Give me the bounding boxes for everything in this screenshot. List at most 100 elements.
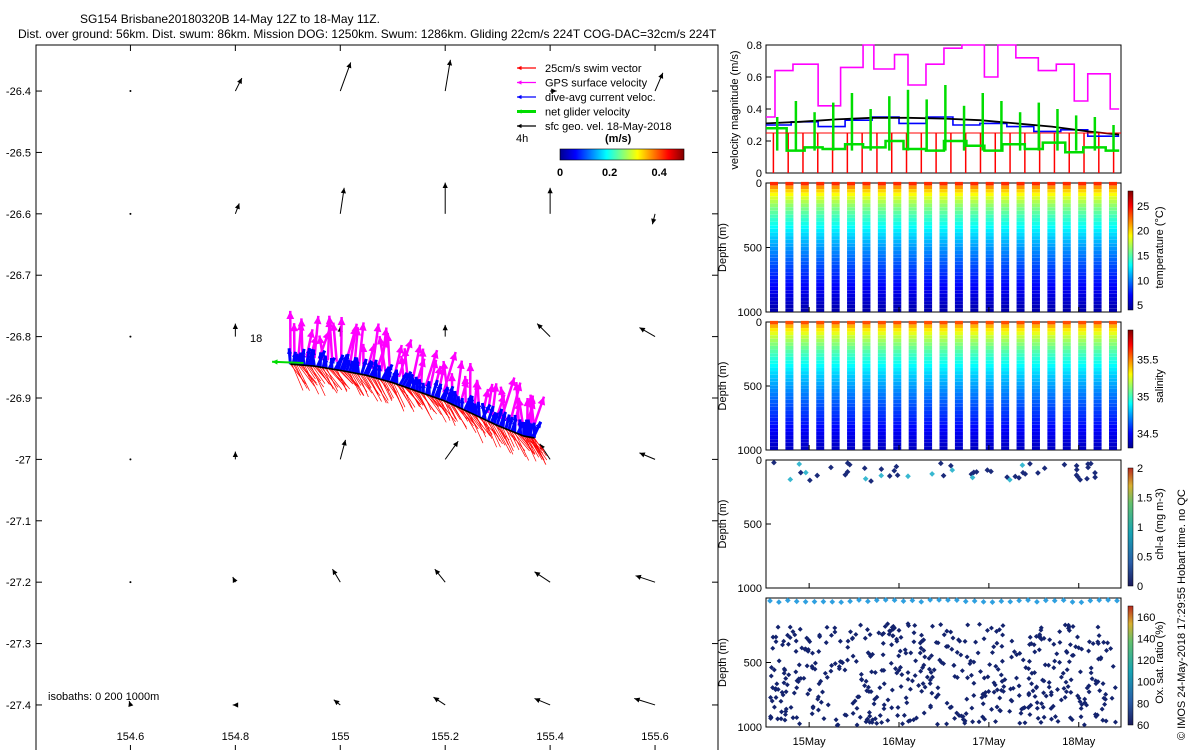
geostrophic-arrow [339,187,346,214]
sample-mark [967,661,973,667]
geostrophic-arrow [534,571,551,583]
sample-mark [912,673,918,679]
sample-mark [1051,641,1057,647]
legend-label: 25cm/s swim vector [545,63,642,75]
vector-head [517,80,522,85]
vector-head [634,697,641,703]
sample-mark [1096,656,1101,662]
sample-mark [935,640,941,646]
sample-mark [935,685,941,691]
y-tick-label: 1000 [738,307,762,319]
sample-mark [866,710,872,716]
section-ylabel: Depth (m) [717,638,729,687]
vector-head [323,357,329,363]
sample-mark [998,687,1004,693]
vector-head [338,354,344,361]
temperature-section: 0 500 1000 Depth (m) 5 10 15 20 25 temperature (°… [717,178,1166,319]
sample-mark [893,666,898,672]
sample-mark [899,672,905,678]
map-x-axis: 154.6 154.8 155 155.2 155.4 155.6 [117,45,669,750]
sample-mark [1014,652,1020,658]
sample-mark [991,644,997,650]
vector-head [344,353,350,360]
geostrophic-arrow [232,576,238,583]
geostrophic-arrow [534,697,551,706]
swim-vector [312,365,326,384]
sample-mark [893,463,900,470]
sample-mark [911,639,917,645]
colorbar-tick-label: 25 [1137,201,1149,213]
swim-vector [347,371,364,396]
sample-mark [912,622,918,628]
sample-mark [847,598,853,605]
sample-mark [853,631,859,637]
vector-head [517,419,523,425]
x-tick-label: 155 [331,731,349,743]
dive-avg-arrow [354,358,361,374]
sample-mark [898,684,904,690]
sample-mark [1023,665,1029,671]
legend-label: net glider velocity [545,107,630,119]
sample-mark [1081,722,1087,728]
sample-mark [887,628,893,634]
geostrophic-dot [129,90,132,93]
vector-head [480,402,486,409]
sample-mark [1035,715,1041,721]
sample-mark [773,639,779,645]
sample-mark [905,473,911,480]
swim-vector [531,437,539,454]
sample-mark [919,688,925,694]
sample-mark [968,672,974,678]
sample-mark [1041,690,1047,696]
vector-head [286,310,295,320]
sample-mark [1009,698,1015,704]
sample-mark [973,639,979,645]
sample-mark [1108,646,1114,652]
vector-head [485,404,491,411]
colorbar-label: temperature (°C) [1154,206,1166,288]
sample-mark [902,647,908,653]
section-ylabel: Depth (m) [717,223,729,272]
sample-mark [945,597,951,603]
colorbar-tick-label: 1.5 [1137,493,1152,505]
sample-mark [796,662,802,668]
sample-mark [913,658,919,664]
sample-mark [1076,645,1082,651]
sample-mark [1067,642,1073,648]
swim-vector [423,393,432,411]
sample-mark [1070,624,1076,629]
sample-mark [895,713,901,718]
sample-mark [1037,634,1043,640]
sample-mark [783,689,789,695]
sample-mark [771,459,777,466]
sample-mark [1000,632,1006,638]
geostrophic-arrow [442,182,448,214]
vector-head [330,322,338,332]
sample-mark [798,676,804,681]
swim-vector [465,410,479,429]
sample-mark [1066,659,1072,665]
sample-mark [1007,708,1013,714]
swim-vector [444,400,456,426]
dive-avg-arrow [309,348,316,367]
vector-head [329,357,335,364]
vector-head [433,380,439,386]
dive-avg-arrow [383,363,394,382]
sample-mark [911,717,917,723]
colorbar-title: (m/s) [605,133,632,145]
sample-mark [997,707,1003,713]
vector-head [500,415,507,422]
geostrophic-arrow [232,323,238,337]
sample-mark [981,675,987,681]
y-tick-label: 0.6 [747,72,762,84]
sample-mark [788,704,794,710]
sample-mark [771,704,777,710]
vector-head [497,408,503,415]
vector-head [272,359,278,365]
sample-mark [856,597,862,603]
vector-head [353,327,362,336]
sample-mark [865,684,871,690]
swim-vector [304,365,320,395]
swim-vector [350,372,365,396]
sample-mark [797,469,804,476]
